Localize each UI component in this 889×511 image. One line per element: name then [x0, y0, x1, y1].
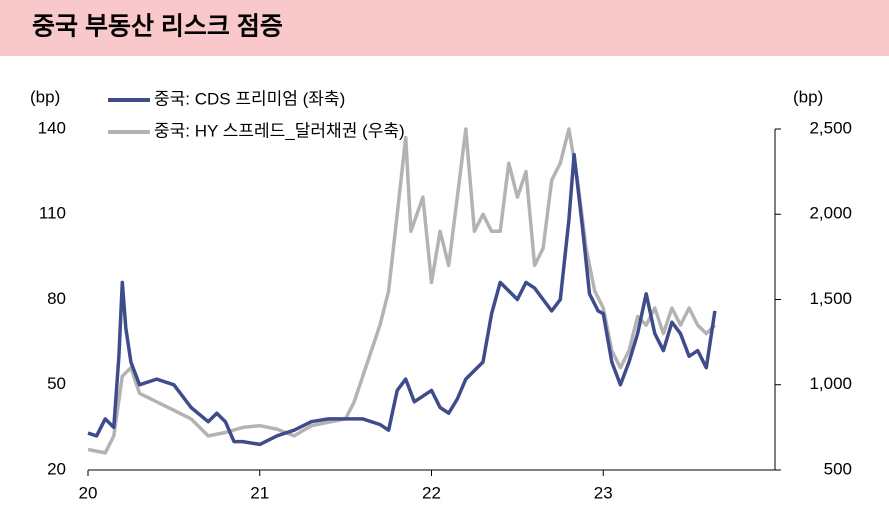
- y-tick-label: 80: [47, 289, 66, 308]
- y-tick-label: 140: [38, 118, 66, 137]
- y2-tick-label: 1,000: [809, 374, 852, 393]
- legend-label: 중국: CDS 프리미엄 (좌축): [154, 89, 345, 108]
- y2-axis-label: (bp): [793, 87, 823, 106]
- x-tick-label: 21: [250, 483, 269, 502]
- series-line: [87, 127, 717, 455]
- y2-tick-label: 500: [824, 459, 852, 478]
- y2-tick-label: 2,000: [809, 204, 852, 223]
- x-tick-label: 23: [594, 483, 613, 502]
- legend-label: 중국: HY 스프레드_달러채권 (우축): [154, 121, 405, 140]
- y-tick-label: 110: [39, 204, 66, 223]
- y2-tick-label: 2,500: [809, 118, 852, 137]
- y-tick-label: 50: [47, 374, 66, 393]
- y-axis-label: (bp): [30, 87, 60, 106]
- y-tick-label: 20: [47, 459, 66, 478]
- title-banner: [0, 0, 889, 56]
- x-tick-label: 22: [422, 483, 441, 502]
- series-line: [87, 152, 717, 447]
- chart-title: 중국 부동산 리스크 점증: [32, 13, 283, 41]
- y2-tick-label: 1,500: [809, 289, 852, 308]
- x-tick-label: 20: [79, 483, 98, 502]
